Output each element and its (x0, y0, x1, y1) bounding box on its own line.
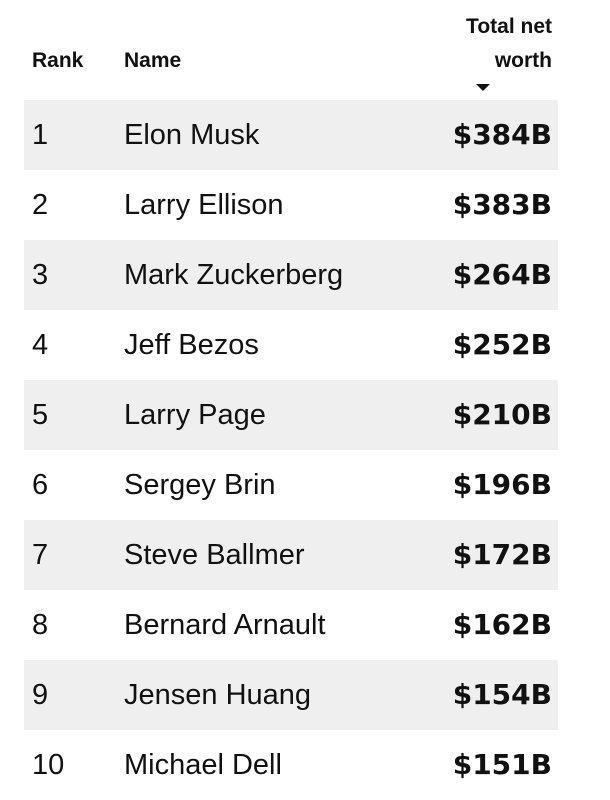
sort-arrow[interactable] (476, 84, 490, 91)
header-net-worth[interactable]: Total net worth (466, 15, 552, 72)
net-worth-cell: $151B (452, 748, 552, 781)
name-cell: Michael Dell (124, 749, 282, 781)
net-worth-cell: $383B (452, 188, 552, 221)
name-cell: Bernard Arnault (124, 609, 326, 641)
rank-cell: 5 (32, 399, 49, 431)
table-row: 2 Larry Ellison $383B (24, 170, 558, 240)
table-row: 7 Steve Ballmer $172B (24, 520, 558, 590)
table-row: 4 Jeff Bezos $252B (24, 310, 558, 380)
net-worth-cell: $384B (452, 118, 552, 151)
rank-cell: 6 (32, 469, 49, 501)
rank-cell: 3 (32, 259, 49, 291)
table-row: 3 Mark Zuckerberg $264B (24, 240, 558, 310)
table-row: 9 Jensen Huang $154B (24, 660, 558, 730)
name-cell: Mark Zuckerberg (124, 259, 344, 291)
name-cell: Steve Ballmer (124, 539, 305, 571)
rank-cell: 8 (32, 609, 49, 641)
net-worth-cell: $196B (452, 468, 552, 501)
table-row: 8 Bernard Arnault $162B (24, 590, 558, 660)
net-worth-cell: $252B (452, 328, 552, 361)
name-cell: Jensen Huang (124, 679, 312, 711)
table-row: 5 Larry Page $210B (24, 380, 558, 450)
table-row: 1 Elon Musk $384B (24, 100, 558, 170)
name-cell: Jeff Bezos (124, 329, 259, 361)
net-worth-cell: $172B (452, 538, 552, 571)
name-cell: Larry Ellison (124, 189, 284, 221)
name-cell: Larry Page (124, 399, 266, 431)
name-cell: Sergey Brin (124, 469, 276, 501)
rank-cell: 1 (32, 119, 49, 151)
rank-cell: 2 (32, 189, 49, 221)
rank-cell: 7 (32, 539, 49, 571)
name-cell: Elon Musk (124, 119, 260, 151)
table-header: Rank Name Total net worth (0, 0, 610, 100)
net-worth-cell: $210B (452, 398, 552, 431)
rank-cell: 4 (32, 329, 49, 361)
net-worth-cell: $162B (452, 608, 552, 641)
net-worth-cell: $154B (452, 678, 552, 711)
rank-cell: 10 (32, 749, 65, 781)
table-row: 10 Michael Dell $151B (24, 730, 558, 800)
header-rank[interactable]: Rank (32, 49, 84, 72)
rank-cell: 9 (32, 679, 49, 711)
header-name[interactable]: Name (124, 49, 182, 72)
table-row: 6 Sergey Brin $196B (24, 450, 558, 520)
net-worth-cell: $264B (452, 258, 552, 291)
